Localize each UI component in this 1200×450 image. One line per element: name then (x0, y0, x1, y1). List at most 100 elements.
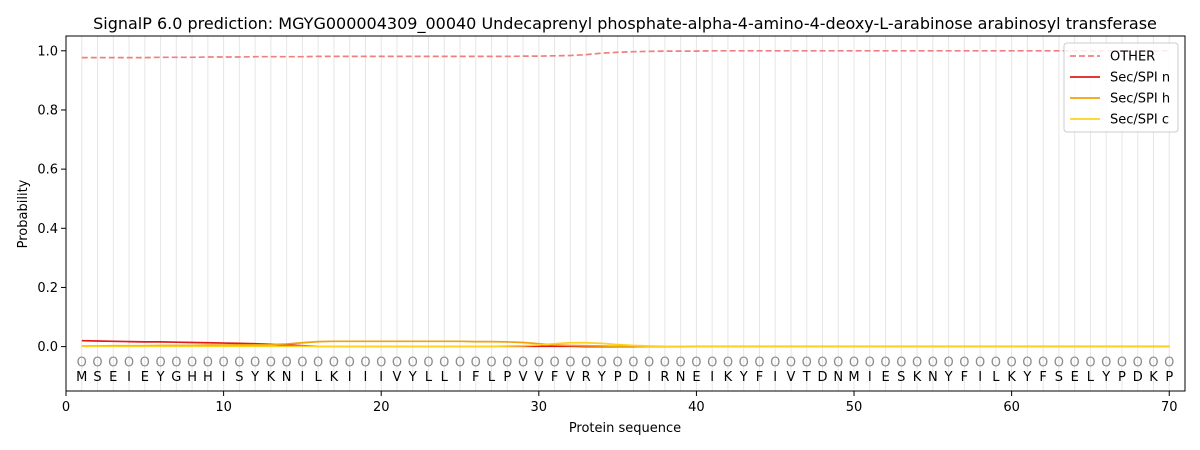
residue-label: S (235, 370, 243, 385)
plot-frame (65, 35, 1186, 392)
residue-marker: O (786, 355, 796, 370)
residue-marker: O (360, 355, 370, 370)
residue-marker: O (723, 355, 733, 370)
residue-marker: O (754, 355, 764, 370)
residue-label: V (393, 370, 402, 385)
series-layer (81, 49, 1170, 348)
residue-label: I (348, 370, 352, 385)
residue-marker: O (234, 355, 244, 370)
residue-label: Y (156, 370, 165, 385)
chart-title: SignalP 6.0 prediction: MGYG000004309_00… (93, 14, 1157, 34)
residue-marker: O (266, 355, 276, 370)
legend-label: OTHER (1110, 50, 1155, 65)
residue-label: N (282, 370, 292, 385)
residue-label: I (868, 370, 872, 385)
residue-marker: O (187, 355, 197, 370)
residue-label: Y (250, 370, 259, 385)
y-axis-label: Probability (16, 179, 31, 248)
residue-marker: O (1164, 355, 1174, 370)
residue-label: R (660, 370, 669, 385)
residue-label: E (881, 370, 889, 385)
residue-marker: O (518, 355, 528, 370)
residue-label: F (551, 370, 558, 385)
residue-markers: OMOSOEOIOEOYOGOHOHOIOSOYOKONOIOLOKOIOIOI… (76, 355, 1174, 385)
y-tick-label: 1.0 (37, 44, 58, 59)
residue-marker: O (392, 355, 402, 370)
residue-marker: O (250, 355, 260, 370)
residue-label: V (534, 370, 543, 385)
residue-marker: O (959, 355, 969, 370)
residue-marker: O (676, 355, 686, 370)
legend-label: Sec/SPI h (1110, 92, 1170, 107)
residue-marker: O (92, 355, 102, 370)
residue-label: R (582, 370, 591, 385)
residue-label: D (1133, 370, 1143, 385)
residue-marker: O (155, 355, 165, 370)
residue-marker: O (707, 355, 717, 370)
series-line-sec-spi-c (81, 341, 1170, 348)
residue-label: D (817, 370, 827, 385)
residue-marker: O (549, 355, 559, 370)
residue-marker: O (1085, 355, 1095, 370)
residue-label: P (1118, 370, 1126, 385)
residue-label: Y (944, 370, 953, 385)
residue-label: E (692, 370, 700, 385)
residue-label: I (379, 370, 383, 385)
residue-label: L (315, 370, 323, 385)
residue-marker: O (865, 355, 875, 370)
residue-label: E (141, 370, 149, 385)
residue-label: K (1007, 370, 1016, 385)
x-tick-label: 70 (1161, 400, 1178, 415)
x-tick-label: 20 (373, 400, 390, 415)
residue-marker: O (1038, 355, 1048, 370)
series-line-other (81, 49, 1170, 59)
residue-marker: O (534, 355, 544, 370)
x-tick-label: 60 (1003, 400, 1020, 415)
residue-marker: O (991, 355, 1001, 370)
residue-label: H (203, 370, 213, 385)
residue-marker: O (802, 355, 812, 370)
residue-label: E (109, 370, 117, 385)
residue-marker: O (581, 355, 591, 370)
legend-label: Sec/SPI c (1110, 113, 1169, 128)
residue-label: D (628, 370, 638, 385)
residue-marker: O (613, 355, 623, 370)
residue-marker: O (376, 355, 386, 370)
residue-label: Y (597, 370, 606, 385)
residue-marker: O (896, 355, 906, 370)
residue-marker: O (833, 355, 843, 370)
residue-label: L (441, 370, 449, 385)
residue-label: L (488, 370, 496, 385)
y-tick-label: 0.8 (37, 103, 58, 118)
x-axis: 0 10 20 30 40 50 60 70 (62, 391, 1178, 415)
residue-marker: O (880, 355, 890, 370)
residue-label: S (93, 370, 101, 385)
residue-label: L (425, 370, 433, 385)
residue-label: V (519, 370, 528, 385)
legend: OTHER Sec/SPI n Sec/SPI h Sec/SPI c (1063, 42, 1179, 133)
residue-marker: O (502, 355, 512, 370)
residue-label: M (76, 370, 87, 385)
residue-label: Y (1022, 370, 1031, 385)
residue-label: S (897, 370, 905, 385)
residue-marker: O (455, 355, 465, 370)
residue-label: L (1087, 370, 1095, 385)
residue-marker: O (975, 355, 985, 370)
residue-marker: O (943, 355, 953, 370)
residue-marker: O (565, 355, 575, 370)
x-axis-label: Protein sequence (569, 421, 681, 436)
residue-label: I (222, 370, 226, 385)
residue-marker: O (203, 355, 213, 370)
residue-marker: O (471, 355, 481, 370)
residue-marker: O (628, 355, 638, 370)
residue-label: N (833, 370, 843, 385)
residue-marker: O (770, 355, 780, 370)
residue-marker: O (1022, 355, 1032, 370)
residue-label: I (364, 370, 368, 385)
residue-label: K (267, 370, 276, 385)
residue-marker: O (282, 355, 292, 370)
residue-label: F (472, 370, 479, 385)
residue-marker: O (1117, 355, 1127, 370)
residue-marker: O (849, 355, 859, 370)
residue-label: M (848, 370, 859, 385)
